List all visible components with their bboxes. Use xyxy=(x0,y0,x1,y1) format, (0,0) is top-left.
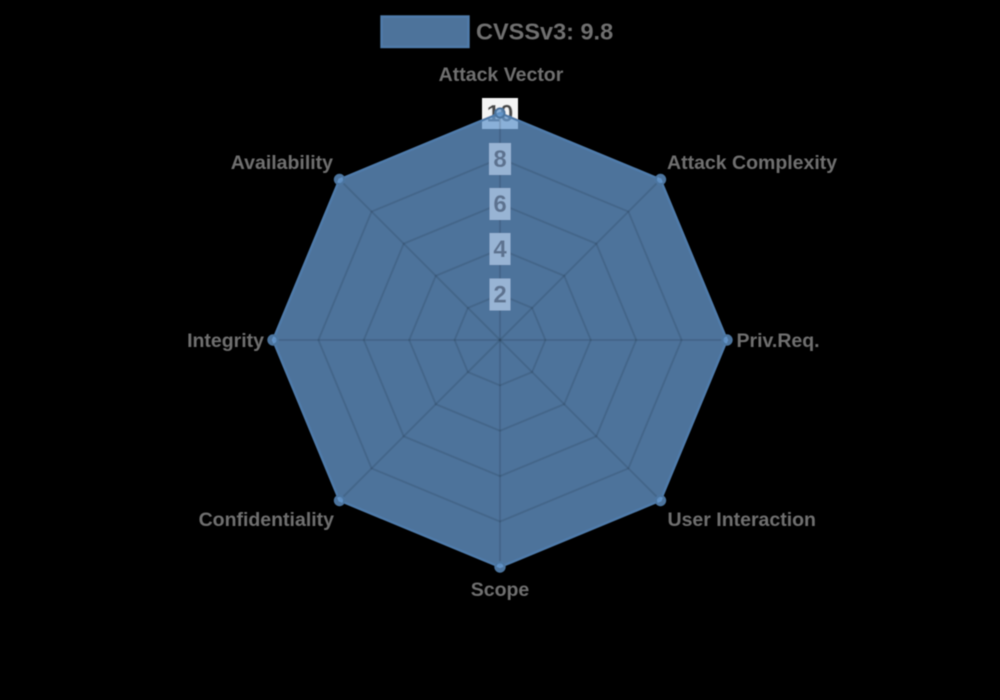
svg-text:4: 4 xyxy=(493,236,507,263)
svg-text:Scope: Scope xyxy=(471,579,530,601)
svg-text:Priv.Req.: Priv.Req. xyxy=(737,330,820,352)
svg-text:Availability: Availability xyxy=(231,152,333,174)
svg-text:6: 6 xyxy=(493,191,506,218)
svg-text:Attack Complexity: Attack Complexity xyxy=(667,152,837,174)
svg-text:2: 2 xyxy=(493,282,506,309)
svg-text:User Interaction: User Interaction xyxy=(668,509,816,531)
svg-text:Integrity: Integrity xyxy=(187,330,264,352)
svg-text:8: 8 xyxy=(493,146,506,173)
svg-text:Attack Vector: Attack Vector xyxy=(439,64,564,86)
svg-text:Confidentiality: Confidentiality xyxy=(199,509,335,531)
svg-text:CVSSv3: 9.8: CVSSv3: 9.8 xyxy=(476,19,613,45)
